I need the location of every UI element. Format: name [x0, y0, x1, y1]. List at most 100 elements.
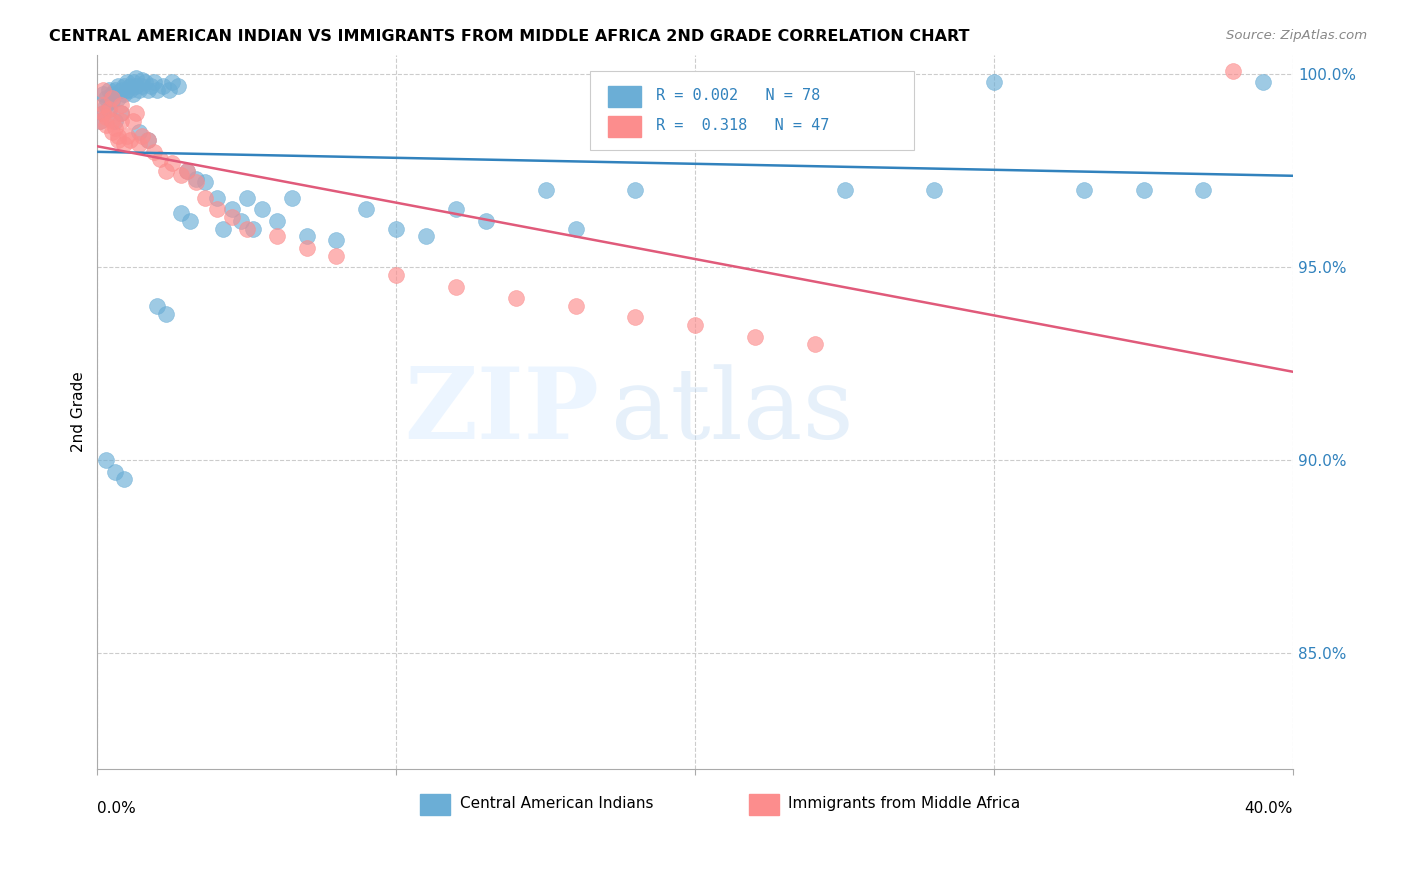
- Text: 0.0%: 0.0%: [97, 801, 136, 816]
- Point: [120, 83, 142, 97]
- Point: [136, 133, 159, 147]
- Point: [295, 241, 318, 255]
- Point: [91, 106, 114, 120]
- Point: [122, 87, 145, 101]
- Point: [184, 171, 207, 186]
- Point: [624, 310, 647, 325]
- Bar: [607, 116, 641, 137]
- Point: [101, 90, 124, 104]
- Point: [773, 75, 796, 89]
- Point: [236, 191, 259, 205]
- Point: [104, 113, 127, 128]
- Point: [683, 75, 706, 89]
- Point: [1073, 183, 1095, 197]
- Point: [250, 202, 273, 217]
- Point: [1222, 63, 1244, 78]
- Point: [176, 164, 198, 178]
- Point: [205, 191, 228, 205]
- Point: [176, 164, 198, 178]
- Point: [89, 113, 111, 128]
- Point: [385, 268, 408, 282]
- Point: [236, 221, 259, 235]
- Point: [141, 78, 163, 93]
- Point: [107, 129, 129, 144]
- Point: [534, 183, 557, 197]
- Point: [128, 125, 150, 139]
- Point: [229, 214, 252, 228]
- Point: [924, 183, 946, 197]
- Point: [101, 95, 124, 109]
- Text: R = 0.002   N = 78: R = 0.002 N = 78: [655, 87, 820, 103]
- Point: [1132, 183, 1154, 197]
- Point: [96, 110, 118, 124]
- Point: [101, 125, 124, 139]
- Point: [112, 78, 135, 93]
- Point: [131, 129, 153, 144]
- Point: [564, 299, 586, 313]
- Point: [266, 229, 288, 244]
- Point: [143, 145, 166, 159]
- Point: [325, 249, 347, 263]
- Point: [155, 307, 177, 321]
- Text: CENTRAL AMERICAN INDIAN VS IMMIGRANTS FROM MIDDLE AFRICA 2ND GRADE CORRELATION C: CENTRAL AMERICAN INDIAN VS IMMIGRANTS FR…: [49, 29, 970, 44]
- Text: atlas: atlas: [612, 364, 855, 459]
- Text: Source: ZipAtlas.com: Source: ZipAtlas.com: [1226, 29, 1367, 42]
- Point: [110, 106, 132, 120]
- Point: [170, 168, 193, 182]
- Point: [356, 202, 378, 217]
- FancyBboxPatch shape: [591, 70, 914, 150]
- Point: [325, 233, 347, 247]
- Point: [125, 106, 148, 120]
- Point: [194, 176, 217, 190]
- Point: [160, 156, 183, 170]
- Point: [152, 78, 174, 93]
- Point: [385, 221, 408, 235]
- Point: [112, 87, 135, 101]
- Point: [110, 106, 132, 120]
- Point: [96, 118, 118, 132]
- Point: [624, 183, 647, 197]
- Point: [91, 98, 114, 112]
- Point: [444, 279, 467, 293]
- Point: [115, 75, 138, 89]
- Point: [122, 113, 145, 128]
- Point: [120, 133, 142, 147]
- Point: [112, 136, 135, 151]
- Point: [242, 221, 264, 235]
- Point: [91, 106, 114, 120]
- Point: [125, 71, 148, 86]
- Point: [160, 75, 183, 89]
- Point: [134, 75, 156, 89]
- Point: [104, 121, 127, 136]
- Point: [136, 133, 159, 147]
- Point: [107, 90, 129, 104]
- Point: [122, 75, 145, 89]
- Text: Immigrants from Middle Africa: Immigrants from Middle Africa: [789, 797, 1021, 811]
- Point: [128, 136, 150, 151]
- Point: [505, 291, 527, 305]
- Point: [564, 221, 586, 235]
- Point: [221, 210, 243, 224]
- Point: [96, 90, 118, 104]
- Point: [125, 78, 148, 93]
- Point: [110, 98, 132, 112]
- Text: Central American Indians: Central American Indians: [460, 797, 654, 811]
- Point: [184, 176, 207, 190]
- Bar: [749, 794, 779, 815]
- Point: [104, 465, 127, 479]
- Point: [983, 75, 1005, 89]
- Point: [444, 202, 467, 217]
- Point: [107, 78, 129, 93]
- Point: [834, 183, 856, 197]
- Point: [221, 202, 243, 217]
- Point: [131, 78, 153, 93]
- Point: [1192, 183, 1215, 197]
- Point: [146, 299, 169, 313]
- Point: [98, 102, 121, 116]
- Point: [167, 78, 190, 93]
- Text: 40.0%: 40.0%: [1244, 801, 1294, 816]
- Point: [104, 83, 127, 97]
- Point: [101, 87, 124, 101]
- Point: [280, 191, 302, 205]
- Point: [683, 318, 706, 332]
